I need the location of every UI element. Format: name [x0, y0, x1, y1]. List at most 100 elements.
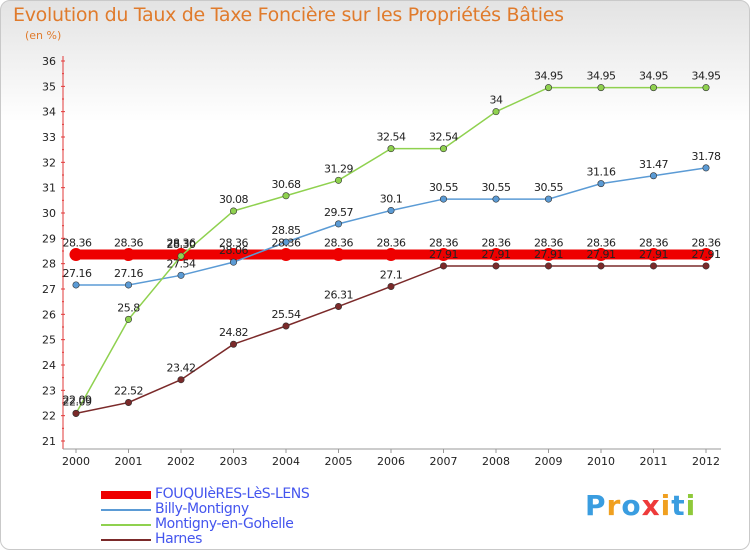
data-point — [597, 180, 605, 188]
data-point — [702, 164, 710, 172]
y-tick-label: 23 — [42, 384, 56, 397]
data-label: 24.82 — [219, 326, 248, 339]
data-point — [649, 172, 657, 180]
data-label: 30.68 — [272, 178, 301, 191]
x-tick-label: 2004 — [272, 455, 300, 468]
data-label: 28.36 — [692, 237, 721, 250]
data-label: 29.57 — [324, 206, 353, 219]
x-tick-label: 2011 — [640, 455, 668, 468]
logo-letter: i — [660, 489, 672, 522]
data-point — [122, 248, 135, 262]
data-label: 31.47 — [639, 158, 668, 171]
data-label: 28.36 — [63, 237, 92, 250]
data-label: 34.95 — [587, 70, 616, 83]
data-label: 27.16 — [114, 267, 143, 280]
logo-letter: i — [685, 489, 697, 522]
data-point — [544, 84, 552, 92]
data-label: 32.54 — [429, 131, 458, 144]
y-tick-label: 32 — [42, 156, 56, 169]
data-point — [384, 248, 398, 262]
y-axis-unit: (en %) — [25, 29, 62, 42]
data-point — [125, 315, 133, 323]
data-label: 28.36 — [219, 237, 248, 250]
data-label: 28.36 — [324, 237, 353, 250]
data-point — [334, 220, 342, 228]
data-label: 27.91 — [692, 248, 721, 261]
y-tick-label: 30 — [42, 207, 56, 220]
data-point — [702, 84, 710, 92]
legend-label: FOUQUIèRES-LèS-LENS — [155, 486, 310, 502]
data-point — [282, 322, 290, 330]
y-tick-label: 21 — [42, 435, 56, 448]
data-point — [437, 248, 450, 262]
data-label: 31.29 — [324, 162, 353, 175]
data-label: 27.91 — [639, 248, 668, 261]
y-tick-label: 25 — [42, 334, 56, 347]
data-label: 28.30 — [167, 238, 196, 251]
x-tick-label: 2010 — [587, 455, 615, 468]
logo-letter: P — [585, 489, 607, 522]
legend-label: Billy-Montigny — [155, 501, 249, 517]
legend-swatch — [101, 491, 151, 499]
data-point — [387, 206, 395, 214]
data-label: 30.08 — [219, 193, 248, 206]
data-label: 30.1 — [380, 192, 403, 205]
data-label: 22.09 — [63, 395, 92, 408]
data-label: 27.54 — [167, 257, 196, 270]
y-tick-label: 28 — [42, 258, 56, 271]
data-point — [387, 145, 395, 153]
data-label: 27.91 — [429, 248, 458, 261]
data-label: 28.85 — [272, 224, 301, 237]
y-tick-label: 27 — [42, 283, 56, 296]
y-tick-label: 36 — [42, 55, 56, 68]
y-tick-label: 29 — [42, 232, 56, 245]
data-label: 28.06 — [219, 244, 248, 257]
x-tick-label: 2003 — [220, 455, 248, 468]
data-point — [387, 282, 395, 290]
legend-swatch — [101, 509, 151, 511]
data-label: 27.1 — [380, 268, 403, 281]
data-label: 28.36 — [482, 237, 511, 250]
data-point — [594, 248, 608, 262]
data-point — [177, 271, 185, 279]
data-point — [542, 248, 555, 262]
data-point — [699, 248, 713, 262]
logo-letter: r — [606, 489, 622, 522]
data-label: 28.36 — [534, 237, 563, 250]
data-point — [177, 252, 185, 260]
data-point — [334, 176, 342, 184]
x-tick-label: 2006 — [377, 455, 405, 468]
data-label: 23.42 — [167, 362, 196, 375]
data-label: 27.91 — [587, 248, 616, 261]
data-point — [702, 262, 710, 270]
data-label: 27.91 — [534, 248, 563, 261]
data-point — [72, 281, 80, 289]
data-point — [492, 108, 500, 116]
data-point — [649, 262, 657, 270]
logo-letter: t — [671, 489, 686, 522]
data-label: 32.54 — [377, 131, 406, 144]
data-label: 30.55 — [534, 181, 563, 194]
data-point — [177, 376, 185, 384]
y-tick-label: 33 — [42, 131, 56, 144]
logo-letter: o — [621, 489, 642, 522]
data-point — [544, 262, 552, 270]
y-tick-label: 24 — [42, 359, 56, 372]
data-label: 34.95 — [534, 70, 563, 83]
data-label: 25.8 — [117, 301, 140, 314]
data-label: 34.95 — [692, 70, 721, 83]
data-point — [597, 262, 605, 270]
data-point — [647, 248, 660, 262]
proxiti-logo: Proxiti — [585, 489, 696, 522]
y-tick-label: 22 — [42, 410, 56, 423]
data-point — [492, 195, 500, 203]
data-point — [492, 262, 500, 270]
data-label: 28.36 — [272, 237, 301, 250]
data-point — [439, 195, 447, 203]
data-label: 27.16 — [63, 267, 92, 280]
data-point — [649, 84, 657, 92]
data-label: 22.09 — [63, 393, 92, 406]
data-label: 31.16 — [587, 166, 616, 179]
data-point — [439, 262, 447, 270]
